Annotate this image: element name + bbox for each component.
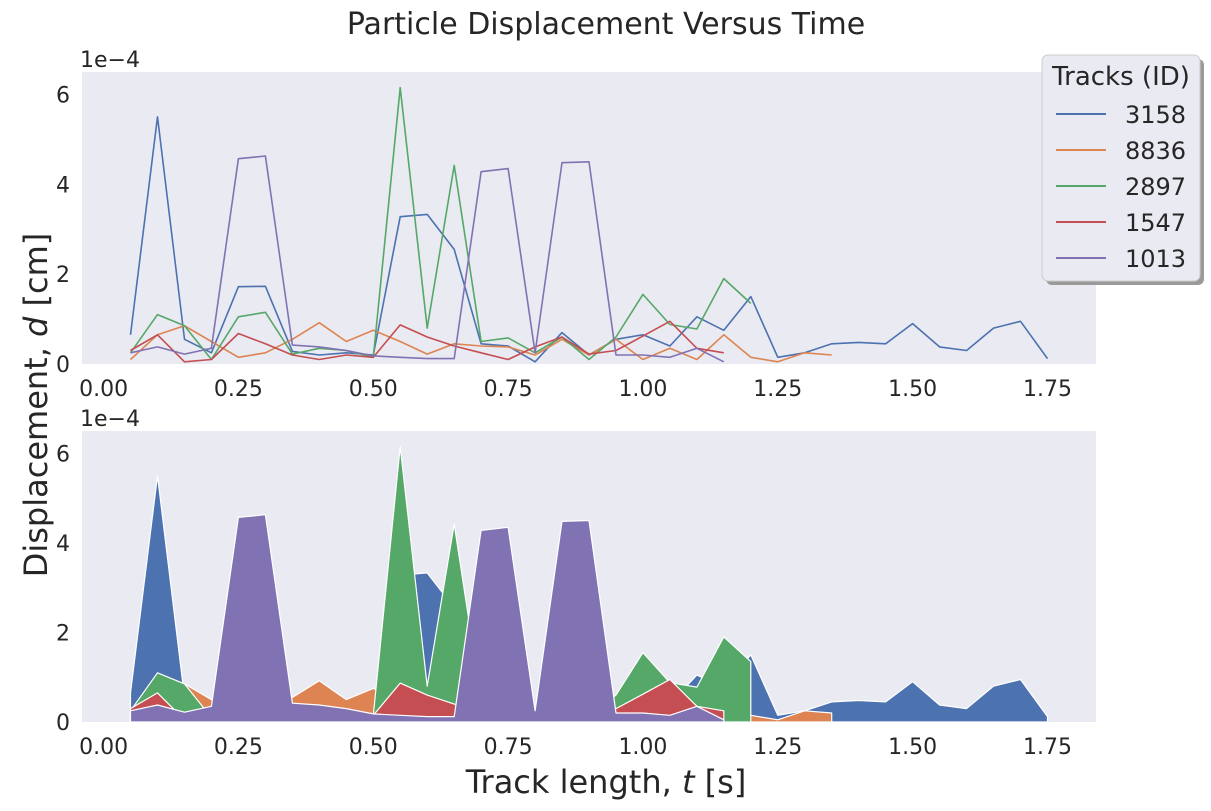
x-tick-label: 0.50 — [349, 735, 398, 760]
bottom-panel: 0.00 0.25 0.50 0.75 1.00 1.25 1.50 1.75 0 2 4 6 1e… — [56, 407, 1096, 760]
series-line-1547 — [130, 320, 724, 363]
bottom-y-offset-label: 1e−4 — [80, 407, 140, 432]
bottom-y-tick-labels: 0 2 4 6 — [56, 442, 70, 736]
x-tick-label: 1.75 — [1023, 735, 1072, 760]
x-tick-label: 1.25 — [753, 377, 802, 402]
x-tick-label: 0.75 — [484, 377, 533, 402]
x-tick-label: 1.50 — [888, 377, 937, 402]
y-tick-label: 0 — [56, 711, 70, 736]
series-line-1013 — [130, 155, 725, 363]
x-tick-label: 0.00 — [79, 377, 128, 402]
legend-label: 8836 — [1125, 137, 1186, 165]
x-tick-label: 0.25 — [214, 735, 263, 760]
x-tick-label: 0.25 — [214, 377, 263, 402]
top-y-tick-labels: 0 2 4 6 — [56, 83, 70, 378]
x-tick-label: 0.75 — [484, 735, 533, 760]
y-tick-label: 0 — [56, 353, 70, 378]
legend-title: Tracks (ID) — [1051, 62, 1190, 92]
x-tick-label: 1.50 — [888, 735, 937, 760]
legend-label: 1013 — [1125, 245, 1186, 273]
top-panel: 0.00 0.25 0.50 0.75 1.00 1.25 1.50 1.75 0 2 4 6 1e… — [56, 48, 1096, 402]
x-tick-label: 1.25 — [753, 735, 802, 760]
legend: Tracks (ID) 3158 8836 2897 1547 1013 — [1041, 54, 1204, 285]
x-tick-label: 1.00 — [618, 735, 667, 760]
legend-label: 1547 — [1125, 209, 1186, 237]
top-x-tick-labels: 0.00 0.25 0.50 0.75 1.00 1.25 1.50 1.75 — [79, 377, 1072, 402]
chart-title: Particle Displacement Versus Time — [347, 7, 865, 42]
y-tick-label: 4 — [56, 532, 70, 557]
y-tick-label: 6 — [56, 83, 70, 108]
legend-label: 3158 — [1125, 101, 1186, 129]
y-tick-label: 6 — [56, 442, 70, 467]
y-tick-label: 2 — [56, 621, 70, 646]
series-area-1013 — [129, 514, 725, 723]
series-line-8836 — [129, 321, 832, 363]
y-tick-label: 4 — [56, 173, 70, 198]
series-line-2897 — [129, 86, 752, 361]
y-tick-label: 2 — [56, 263, 70, 288]
legend-label: 2897 — [1125, 173, 1186, 201]
legend-entries: 3158 8836 2897 1547 1013 — [1056, 101, 1186, 273]
y-axis-label: Displacement, d [cm] — [17, 233, 55, 578]
bottom-x-tick-labels: 0.00 0.25 0.50 0.75 1.00 1.25 1.50 1.75 — [79, 735, 1072, 760]
legend-frame — [1041, 54, 1201, 282]
x-tick-label: 0.00 — [79, 735, 128, 760]
x-tick-label: 1.75 — [1023, 377, 1072, 402]
x-tick-label: 0.50 — [349, 377, 398, 402]
top-y-offset-label: 1e−4 — [80, 48, 140, 73]
top-series-lines — [129, 86, 1049, 363]
x-tick-label: 1.00 — [618, 377, 667, 402]
x-axis-label: Track length, t [s] — [465, 763, 747, 801]
top-plot-background — [82, 72, 1096, 364]
bottom-series-areas — [129, 446, 1049, 723]
